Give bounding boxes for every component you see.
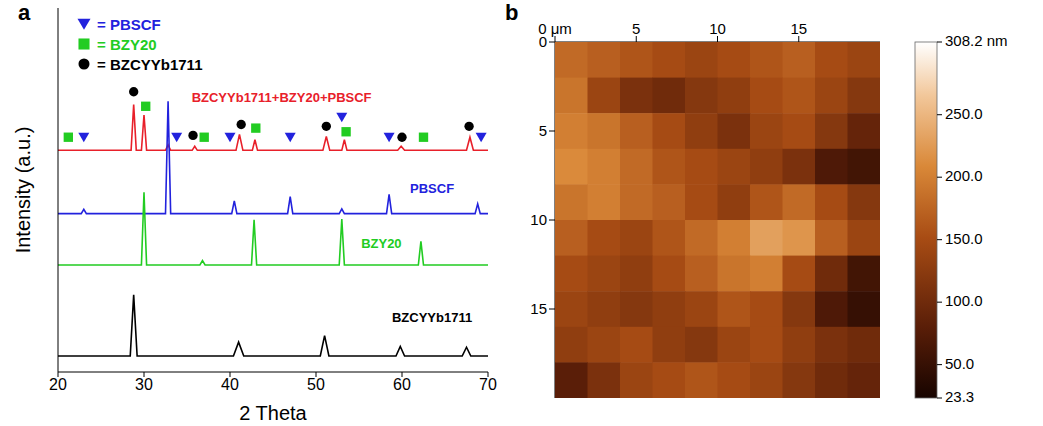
svg-text:200.0: 200.0 — [945, 167, 983, 184]
svg-text:2 Theta: 2 Theta — [239, 402, 307, 424]
html-text:= PBSCF: = PBSCF — [97, 15, 161, 33]
svg-text:150.0: 150.0 — [945, 230, 983, 247]
svg-text:30: 30 — [135, 376, 153, 393]
svg-text:0: 0 — [539, 33, 547, 50]
svg-text:BZCYYb1711+BZY20+PBSCF: BZCYYb1711+BZY20+PBSCF — [192, 90, 372, 105]
svg-text:BZCYYb1711: BZCYYb1711 — [392, 310, 472, 325]
html-text:b: b — [505, 0, 519, 25]
svg-text:308.2 nm: 308.2 nm — [945, 32, 1008, 49]
svg-text:250.0: 250.0 — [945, 105, 983, 122]
html-text:= BZCYYb1711: = BZCYYb1711 — [97, 55, 203, 73]
svg-text:5: 5 — [539, 122, 547, 139]
svg-text:10: 10 — [709, 20, 726, 37]
svg-text:10: 10 — [530, 211, 547, 228]
svg-text:5: 5 — [632, 20, 640, 37]
svg-text:40: 40 — [221, 376, 239, 393]
svg-text:23.3: 23.3 — [945, 388, 974, 405]
svg-text:BZY20: BZY20 — [361, 236, 401, 251]
svg-text:15: 15 — [790, 20, 807, 37]
html-text:= BZY20: = BZY20 — [97, 35, 157, 53]
svg-text:100.0: 100.0 — [945, 292, 983, 309]
svg-text:20: 20 — [49, 376, 67, 393]
svg-text:50: 50 — [307, 376, 325, 393]
svg-text:PBSCF: PBSCF — [410, 181, 454, 196]
svg-text:50.0: 50.0 — [945, 355, 974, 372]
svg-text:15: 15 — [530, 300, 547, 317]
svg-text:0 μm: 0 μm — [538, 20, 572, 37]
svg-text:70: 70 — [479, 376, 497, 393]
svg-text:60: 60 — [393, 376, 411, 393]
html-text:a: a — [18, 0, 31, 25]
svg-text:Intensity (a.u.): Intensity (a.u.) — [12, 127, 34, 254]
